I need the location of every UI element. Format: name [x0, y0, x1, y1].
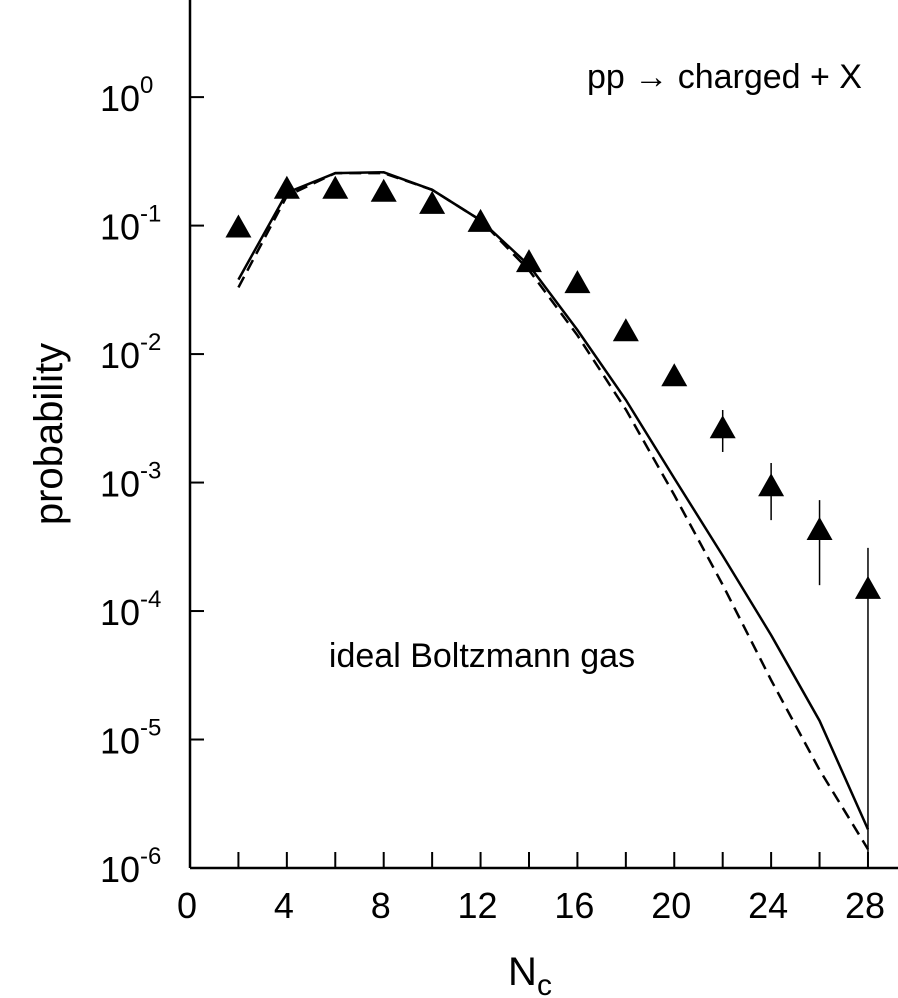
y-tick-label: 100: [100, 72, 153, 119]
x-axis-label: Nc: [508, 950, 552, 998]
data-point: [661, 363, 688, 387]
y-tick-exponent: -4: [140, 586, 161, 613]
model-line: [237, 171, 870, 830]
data-point: [225, 214, 252, 238]
data-point: [564, 270, 591, 294]
y-tick-label: 10-1: [100, 201, 161, 248]
y-tick-base: 10: [100, 721, 140, 762]
x-tick-label: 12: [458, 885, 498, 926]
data-point: [515, 249, 542, 273]
x-tick-label: 20: [651, 885, 691, 926]
data-point: [273, 175, 300, 199]
x-tick-label: 4: [274, 885, 294, 926]
y-tick-label: 10-2: [100, 329, 161, 376]
x-tick-label: 24: [748, 885, 788, 926]
x-tick-label: 8: [371, 885, 391, 926]
y-tick-base: 10: [100, 207, 140, 248]
x-tick-label: 28: [845, 885, 885, 926]
y-axis-label: probability: [27, 343, 71, 525]
y-tick-base: 10: [100, 464, 140, 505]
y-tick-base: 10: [100, 335, 140, 376]
y-tick-exponent: -6: [140, 843, 161, 870]
annotation: ideal Boltzmann gas: [329, 637, 635, 675]
y-tick-label: 10-4: [100, 586, 161, 633]
data-point: [322, 175, 349, 199]
x-tick-label: 0: [177, 885, 197, 926]
annotation: pp → charged + X: [587, 58, 862, 96]
x-tick-label: 16: [554, 885, 594, 926]
y-tick-label: 10-6: [100, 843, 161, 890]
data-point: [709, 415, 736, 439]
y-tick-label: 10-5: [100, 715, 161, 762]
y-tick-exponent: -3: [140, 458, 161, 485]
data-point: [612, 318, 639, 342]
y-tick-label: 10-3: [100, 458, 161, 505]
data-point: [467, 208, 494, 232]
y-tick-exponent: -1: [140, 201, 161, 228]
y-tick-exponent: 0: [140, 72, 153, 99]
y-tick-base: 10: [100, 592, 140, 633]
data-point: [758, 473, 785, 497]
data-point: [854, 575, 881, 599]
y-tick-base: 10: [100, 849, 140, 890]
y-tick-exponent: -5: [140, 715, 161, 742]
model-line: [237, 171, 870, 850]
y-tick-exponent: -2: [140, 329, 161, 356]
data-point: [806, 516, 833, 540]
data-point: [419, 190, 446, 214]
data-point: [370, 178, 397, 202]
y-tick-base: 10: [100, 78, 140, 119]
